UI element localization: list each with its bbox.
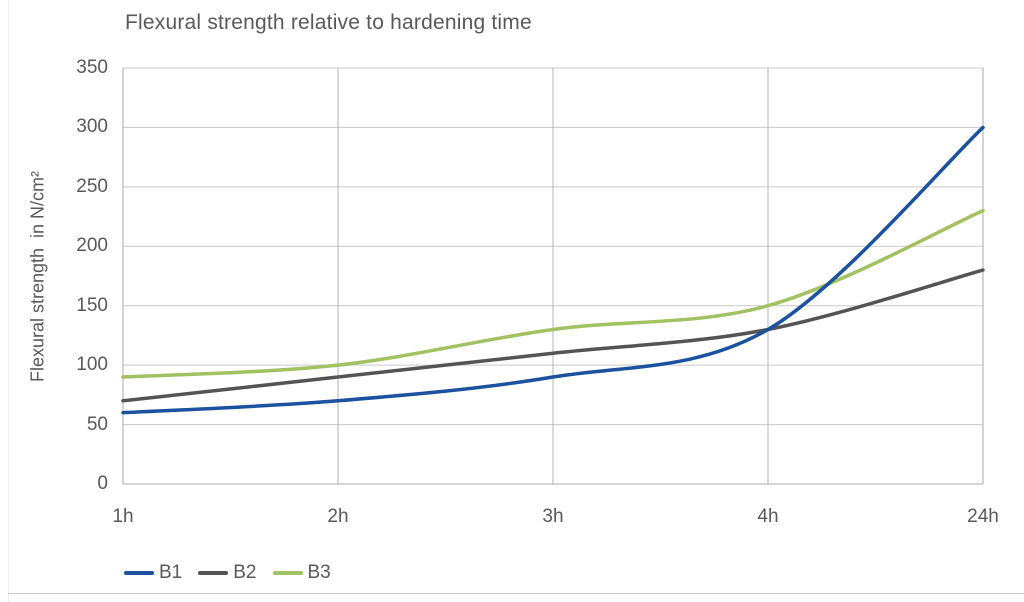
legend-line-swatch <box>198 571 229 575</box>
y-tick-label: 100 <box>76 354 108 376</box>
y-tick-label: 0 <box>97 473 108 494</box>
y-tick-label: 200 <box>76 235 108 257</box>
series-line-b3 <box>121 208 985 379</box>
x-tick-label: 24h <box>967 506 999 527</box>
x-tick-label: 4h <box>757 506 779 527</box>
y-tick-label: 350 <box>76 57 108 78</box>
legend-label: B3 <box>307 562 331 583</box>
page-left-rule <box>8 0 9 602</box>
series-line-b2 <box>121 268 985 403</box>
x-tick-label: 1h <box>112 506 134 527</box>
chart-title: Flexural strength relative to hardening … <box>125 11 532 34</box>
legend-item-b2: B2 <box>198 562 257 584</box>
legend-line-swatch <box>124 571 154 575</box>
y-tick-label: 150 <box>76 294 108 316</box>
legend-item-b1: B1 <box>124 562 182 584</box>
legend-item-b3: B3 <box>272 562 331 584</box>
legend-label: B2 <box>233 562 257 583</box>
series-line-b1 <box>121 125 985 415</box>
x-tick-label: 2h <box>327 506 349 527</box>
x-tick-label: 3h <box>542 506 564 527</box>
y-tick-label: 50 <box>86 413 108 435</box>
page-bottom-rule <box>8 593 1024 594</box>
legend-line-swatch <box>272 571 303 575</box>
legend-label: B1 <box>159 562 183 583</box>
chart-legend: B1 B2 B3 <box>124 562 331 584</box>
y-tick-label: 250 <box>76 175 108 197</box>
y-tick-label: 300 <box>76 116 108 138</box>
